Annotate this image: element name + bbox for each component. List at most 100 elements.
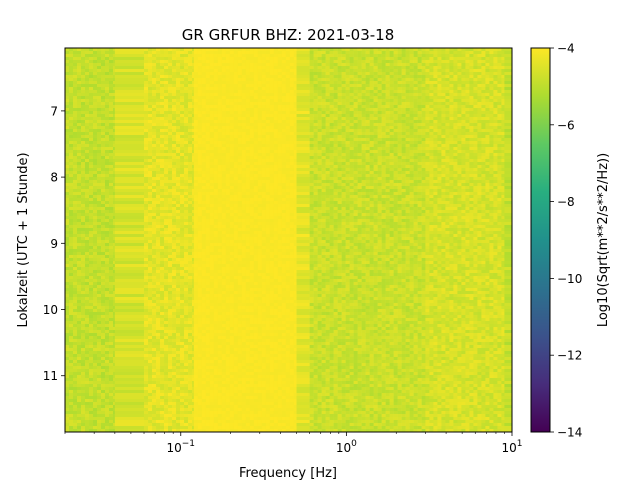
heatmap-cell — [209, 99, 215, 103]
heatmap-cell — [105, 54, 110, 58]
heatmap-cell — [188, 69, 193, 73]
heatmap-cell — [69, 69, 74, 73]
heatmap-cell — [164, 402, 169, 406]
heatmap-cell — [152, 306, 157, 310]
heatmap-cell — [113, 93, 116, 97]
heatmap-cell — [77, 390, 82, 394]
heatmap-cell — [109, 423, 114, 427]
heatmap-cell — [73, 300, 78, 304]
heatmap-cell — [213, 210, 219, 214]
heatmap-cell — [197, 177, 203, 181]
heatmap-cell — [65, 165, 70, 169]
heatmap-cell — [265, 168, 271, 172]
heatmap-cell — [221, 93, 227, 97]
heatmap-cell — [114, 333, 145, 337]
heatmap-cell — [184, 204, 189, 208]
heatmap-cell — [152, 414, 157, 418]
heatmap-cell — [289, 201, 295, 205]
heatmap-cell — [69, 234, 74, 238]
heatmap-cell — [176, 270, 181, 274]
heatmap-cell — [113, 255, 116, 259]
heatmap-cell — [273, 99, 279, 103]
heatmap-cell — [164, 285, 169, 289]
heatmap-cell — [113, 369, 116, 373]
heatmap-cell — [93, 339, 98, 343]
heatmap-cell — [156, 378, 161, 382]
heatmap-cell — [265, 141, 271, 145]
heatmap-cell — [89, 330, 94, 334]
heatmap-cell — [93, 171, 98, 175]
heatmap-cell — [77, 336, 82, 340]
heatmap-cell — [109, 372, 114, 376]
heatmap-cell — [156, 381, 161, 385]
heatmap-cell — [269, 96, 275, 100]
heatmap-cell — [113, 210, 116, 214]
heatmap-cell — [213, 207, 219, 211]
heatmap-cell — [269, 162, 275, 166]
heatmap-cell — [209, 126, 215, 130]
heatmap-cell — [101, 216, 106, 220]
heatmap-cell — [77, 399, 82, 403]
heatmap-cell — [85, 54, 90, 58]
heatmap-cell — [65, 219, 70, 223]
heatmap-cell — [160, 207, 165, 211]
heatmap-cell — [113, 222, 116, 226]
heatmap-cell — [73, 105, 78, 109]
heatmap-cell — [265, 114, 271, 118]
heatmap-cell — [89, 318, 94, 322]
heatmap-cell — [105, 72, 110, 76]
heatmap-cell — [241, 153, 247, 157]
heatmap-cell — [73, 144, 78, 148]
heatmap-cell — [77, 282, 82, 286]
heatmap-cell — [277, 201, 283, 205]
heatmap-cell — [65, 198, 70, 202]
heatmap-cell — [293, 150, 297, 154]
heatmap-cell — [97, 93, 102, 97]
heatmap-cell — [176, 381, 181, 385]
heatmap-cell — [257, 69, 263, 73]
heatmap-cell — [293, 213, 297, 217]
heatmap-cell — [241, 72, 247, 76]
heatmap-cell — [109, 321, 114, 325]
heatmap-cell — [85, 333, 90, 337]
heatmap-cell — [201, 192, 207, 196]
heatmap-cell — [101, 423, 106, 427]
heatmap-cell — [105, 141, 110, 145]
heatmap-cell — [148, 87, 153, 91]
heatmap-cell — [168, 177, 173, 181]
heatmap-cell — [192, 279, 195, 283]
heatmap-cell — [81, 396, 86, 400]
heatmap-cell — [249, 168, 255, 172]
heatmap-cell — [180, 414, 185, 418]
heatmap-cell — [73, 72, 78, 76]
heatmap-cell — [85, 132, 90, 136]
heatmap-cell — [164, 342, 169, 346]
heatmap-cell — [261, 156, 267, 160]
heatmap-cell — [97, 327, 102, 331]
heatmap-cell — [241, 111, 247, 115]
heatmap-cell — [65, 240, 70, 244]
heatmap-cell — [225, 132, 231, 136]
heatmap-cell — [221, 186, 227, 190]
heatmap-cell — [293, 84, 297, 88]
heatmap-cell — [253, 87, 259, 91]
heatmap-cell — [109, 429, 114, 433]
heatmap-cell — [152, 375, 157, 379]
heatmap-cell — [217, 171, 223, 175]
heatmap-cell — [168, 237, 173, 241]
heatmap-cell — [69, 132, 74, 136]
heatmap-cell — [281, 180, 287, 184]
heatmap-cell — [113, 354, 116, 358]
heatmap-cell — [253, 66, 259, 70]
heatmap-cell — [156, 150, 161, 154]
heatmap-cell — [160, 393, 165, 397]
heatmap-cell — [109, 144, 114, 148]
heatmap-cell — [265, 144, 271, 148]
heatmap-cell — [201, 81, 207, 85]
heatmap-cell — [113, 171, 116, 175]
heatmap-cell — [144, 378, 149, 382]
heatmap-cell — [156, 390, 161, 394]
heatmap-cell — [245, 105, 251, 109]
heatmap-cell — [113, 294, 116, 298]
heatmap-cell — [193, 54, 199, 58]
